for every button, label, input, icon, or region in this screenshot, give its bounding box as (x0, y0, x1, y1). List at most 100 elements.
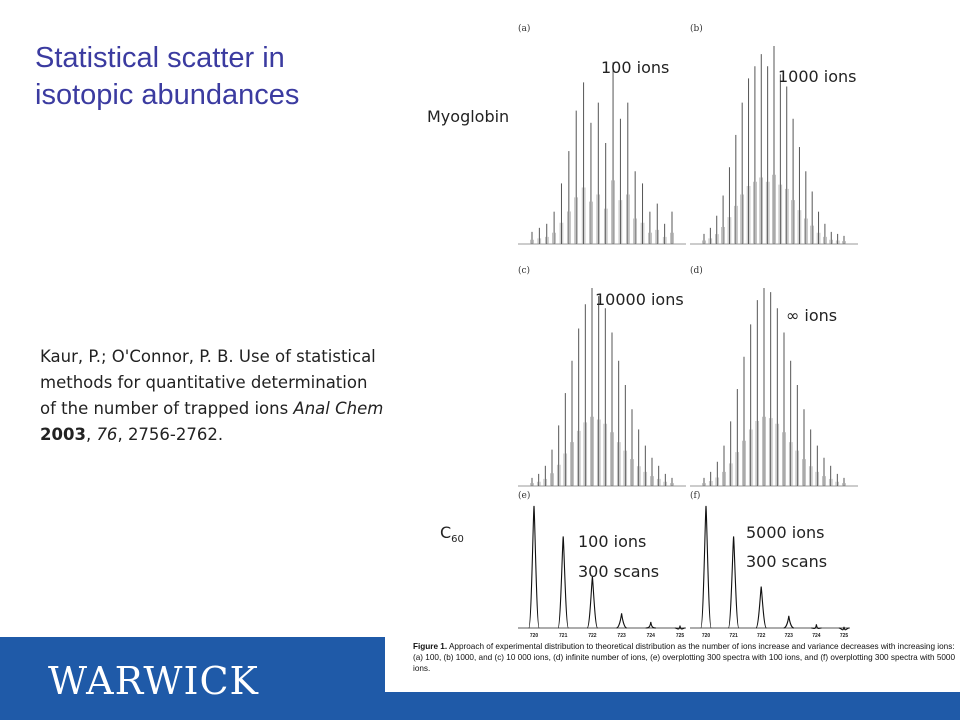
isotope-peak (640, 183, 645, 244)
c60-peak (811, 624, 822, 629)
isotope-peak (816, 211, 821, 244)
spectrum-c (518, 288, 686, 487)
isotope-peak (782, 332, 786, 486)
panel-letter-f: (f) (690, 491, 701, 501)
slide-title: Statistical scatter in isotopic abundanc… (35, 40, 395, 114)
isotope-peak (810, 191, 814, 244)
isotope-peak (765, 66, 770, 244)
citation-sep-2: , (85, 425, 97, 444)
label-e-line1: 100 ions (578, 532, 647, 551)
isotope-peak (788, 360, 793, 486)
c60-peak (557, 536, 569, 629)
isotope-peak (775, 308, 780, 486)
isotope-peak (842, 477, 846, 486)
isotope-peak (772, 46, 776, 244)
isotope-peak (611, 62, 615, 244)
label-f-line2: 300 scans (746, 552, 828, 571)
isotope-peak (755, 300, 760, 486)
isotope-peak (610, 332, 614, 486)
c60-peak (727, 536, 740, 629)
label-f-line1: 5000 ions (746, 523, 825, 542)
isotope-peak (559, 183, 564, 244)
panel-letter-b: (b) (690, 24, 703, 34)
isotope-peak (715, 461, 720, 486)
isotope-peak (759, 54, 763, 244)
isotope-peak (748, 324, 753, 486)
isotope-peak (663, 473, 668, 486)
c60-tick-label: 720 (530, 633, 539, 639)
isotope-peak (567, 151, 571, 244)
c60-tick-label: 723 (785, 633, 794, 639)
c60-peak (838, 626, 850, 631)
isotope-peak (633, 171, 637, 244)
isotope-peak (530, 231, 534, 244)
panel-letter-a: (a) (518, 24, 531, 34)
isotope-peak (530, 477, 534, 486)
footer-band-right (385, 692, 960, 720)
isotope-peak (603, 308, 608, 486)
isotope-peak (570, 360, 574, 486)
isotope-peak (574, 110, 578, 244)
isotope-peak (835, 473, 840, 486)
isotope-peak (815, 445, 820, 486)
isotope-peak (583, 304, 588, 486)
isotope-peak (808, 429, 813, 486)
isotope-peak (650, 457, 654, 486)
c60-peak (674, 625, 686, 630)
isotope-peak (797, 147, 802, 244)
isotope-peak (552, 211, 556, 244)
isotope-peak (828, 465, 833, 486)
c60-tick-label: 721 (559, 633, 568, 639)
c60-tick-label: 725 (676, 633, 685, 639)
isotope-peak (742, 356, 746, 486)
citation-year: 2003 (40, 425, 86, 444)
panel-letter-e: (e) (518, 491, 531, 501)
label-c60-base: C (440, 523, 452, 542)
c60-tick-label: 725 (840, 633, 849, 639)
isotope-peak (785, 86, 789, 244)
c60-peak (586, 576, 599, 629)
c60-peak (616, 613, 628, 629)
label-e-line2: 300 scans (578, 562, 660, 581)
isotope-peak (702, 233, 706, 244)
isotope-peak (581, 82, 586, 244)
isotope-peak (616, 360, 621, 486)
label-a: 100 ions (601, 58, 670, 77)
isotope-peak (835, 233, 840, 244)
caption-figure-label: Figure 1. (413, 642, 448, 651)
isotope-peak (702, 477, 706, 486)
c60-tick-label: 723 (617, 633, 626, 639)
spectrum-d (690, 288, 858, 487)
isotope-peak (728, 421, 733, 486)
spectrum-a (518, 62, 686, 245)
citation-journal: Anal Chem (293, 399, 384, 418)
isotope-peak (576, 328, 581, 486)
isotope-peak (778, 74, 783, 244)
citation-sep-3: , (117, 425, 128, 444)
isotope-peak (596, 296, 601, 486)
c60-tick-label: 722 (757, 633, 766, 639)
label-d: ∞ ions (786, 306, 838, 325)
isotope-peak (715, 215, 719, 244)
isotope-peak (740, 102, 744, 244)
isotope-peak (795, 385, 800, 486)
isotope-peak (721, 195, 725, 244)
isotope-peak (656, 465, 661, 486)
c60-tick-label: 720 (702, 633, 711, 639)
isotope-peak (722, 445, 726, 486)
c60-tick-label: 721 (729, 633, 738, 639)
figure-caption: Figure 1. Approach of experimental distr… (413, 641, 958, 675)
label-myoglobin: Myoglobin (427, 107, 510, 126)
panel-letter-d: (d) (690, 266, 703, 276)
isotope-peak (670, 211, 674, 244)
c60-peak (700, 505, 712, 629)
isotope-peak (536, 473, 541, 486)
isotope-peak (708, 471, 713, 486)
isotope-peak (596, 102, 601, 244)
isotope-peak (823, 223, 827, 244)
citation: Kaur, P.; O'Connor, P. B. Use of statist… (40, 344, 385, 448)
isotope-peak (618, 118, 623, 244)
isotope-peak (563, 393, 568, 486)
isotope-peak (537, 227, 542, 244)
isotope-peak (556, 425, 561, 486)
